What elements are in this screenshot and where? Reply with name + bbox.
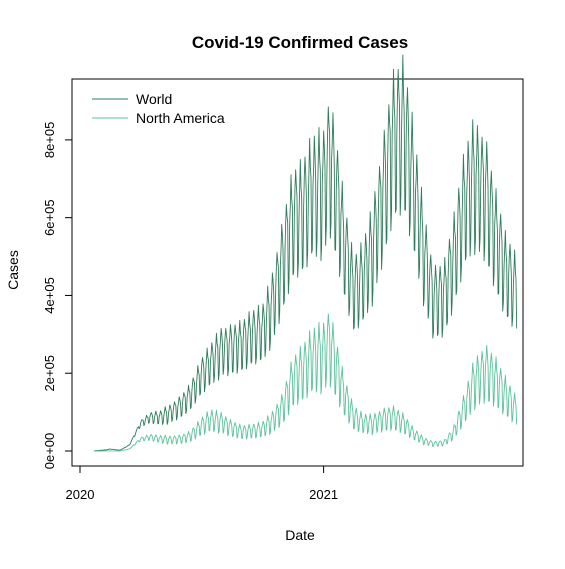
legend-label: World (136, 91, 172, 107)
y-axis-label: Cases (5, 250, 21, 290)
x-tick-label: 2021 (309, 487, 338, 502)
legend-label: North America (136, 110, 225, 126)
legend: World North America (92, 91, 225, 126)
x-tick-label: 2020 (66, 487, 95, 502)
y-tick-label: 2e+05 (42, 355, 57, 392)
series-layer (93, 54, 518, 452)
series-line-world (93, 54, 518, 452)
series-line-north-america (93, 313, 518, 452)
y-tick-label: 4e+05 (42, 277, 57, 314)
y-tick-label: 6e+05 (42, 199, 57, 236)
y-tick-label: 8e+05 (42, 122, 57, 159)
y-tick-label: 0e+00 (42, 433, 57, 470)
axes-group: 2020 2021 0e+00 2e+05 4e+05 6e+05 8e+05 (42, 122, 338, 502)
x-axis-label: Date (285, 527, 315, 543)
chart-title: Covid-19 Confirmed Cases (192, 33, 408, 52)
